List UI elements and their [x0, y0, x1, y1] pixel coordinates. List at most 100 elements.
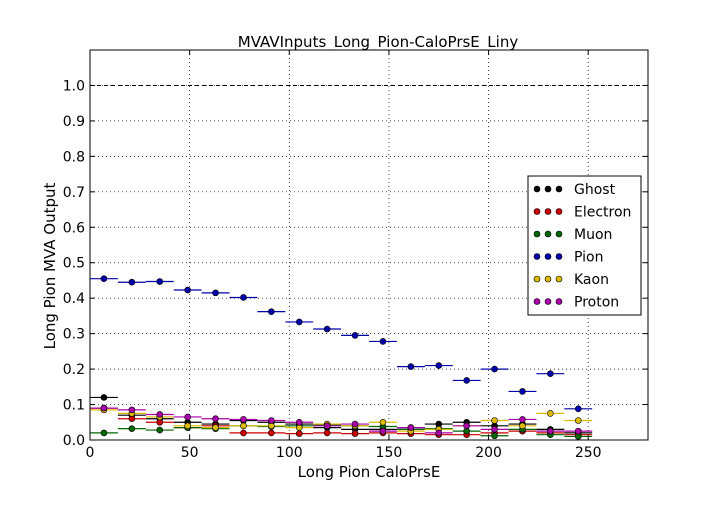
x-tick-label: 50	[181, 445, 199, 461]
data-point	[184, 422, 191, 430]
legend-box	[527, 175, 642, 316]
chart-title: MVAVInputs_Long_Pion-CaloPrsE_Liny	[238, 33, 519, 52]
data-point	[100, 429, 108, 437]
data-point	[240, 429, 247, 437]
legend-marker	[555, 185, 563, 193]
data-point	[323, 422, 331, 430]
data-point	[128, 406, 136, 414]
data-point	[351, 332, 359, 339]
data-point	[491, 432, 498, 440]
legend-marker	[544, 275, 552, 283]
data-point	[519, 388, 526, 395]
data-point	[379, 338, 387, 345]
legend-label: Ghost	[574, 182, 616, 198]
data-point	[491, 417, 498, 424]
legend-marker	[544, 208, 552, 215]
legend-item: Kaon	[533, 272, 609, 288]
data-point	[100, 275, 108, 282]
data-point	[268, 429, 275, 437]
data-point	[547, 370, 554, 378]
data-point	[463, 422, 470, 430]
data-point	[295, 430, 303, 437]
x-tick-label: 0	[86, 445, 95, 461]
data-point	[407, 424, 415, 431]
legend-marker	[544, 185, 552, 193]
data-point	[100, 394, 108, 401]
y-tick-label: 0.6	[63, 220, 85, 236]
series-proton	[90, 404, 593, 437]
y-tick-label: 0.3	[63, 327, 85, 343]
data-point	[212, 424, 219, 431]
plot-frame	[89, 49, 649, 441]
data-point	[519, 422, 526, 430]
data-point	[156, 411, 164, 418]
legend-label: Pion	[574, 250, 603, 266]
data-point	[379, 418, 387, 426]
legend-item: Pion	[533, 250, 603, 266]
y-tick-label: 0.5	[63, 256, 85, 272]
series-electron	[90, 404, 593, 438]
y-tick-label: 0.8	[63, 149, 85, 165]
series-layer	[90, 275, 593, 440]
legend-marker	[533, 275, 541, 283]
data-point	[240, 422, 247, 430]
legend-marker	[533, 230, 541, 238]
y-axis-label: Long Pion MVA Output	[41, 182, 59, 349]
data-point	[463, 377, 470, 384]
legend-marker	[555, 208, 563, 215]
data-point	[268, 417, 275, 424]
data-point	[240, 416, 247, 423]
data-point	[212, 289, 219, 297]
legend-marker	[533, 298, 541, 305]
legend-label: Muon	[574, 227, 612, 243]
data-point	[212, 415, 219, 423]
series-pion	[90, 275, 593, 413]
legend: Ghost Electron Muon Pion Kaon Proton	[527, 175, 642, 316]
legend-item: Ghost	[533, 182, 616, 198]
legend-label: Electron	[574, 205, 631, 221]
data-point	[491, 365, 498, 373]
data-point	[435, 429, 443, 437]
legend-marker	[533, 208, 541, 215]
legend-marker	[533, 185, 541, 193]
y-tick-label: 0.2	[63, 362, 85, 378]
data-point	[351, 430, 359, 437]
x-tick-label: 200	[475, 445, 502, 461]
y-tick-label: 0.1	[63, 398, 85, 414]
data-point	[295, 418, 303, 426]
data-point	[435, 362, 443, 369]
ticks: 0 50 100 150 200 250 0.0 0.1 0.2 0.3 0.4 0.5 0.6 0.7 0…	[63, 50, 648, 461]
legend-item: Proton	[533, 295, 619, 311]
legend-item: Muon	[533, 227, 612, 243]
data-point	[156, 426, 164, 434]
data-point	[268, 308, 275, 315]
legend-marker	[533, 253, 541, 260]
data-point	[379, 427, 387, 435]
x-tick-label: 100	[276, 445, 303, 461]
y-tick-label: 0.7	[63, 185, 85, 201]
data-point	[351, 420, 359, 428]
data-point	[240, 294, 247, 301]
legend-marker	[544, 298, 552, 305]
legend-marker	[555, 253, 563, 260]
data-point	[574, 427, 582, 435]
data-point	[128, 425, 136, 432]
legend-marker	[544, 230, 552, 238]
data-point	[184, 286, 191, 294]
x-axis-label: Long Pion CaloPrsE	[298, 463, 441, 481]
x-tick-label: 250	[575, 445, 602, 461]
legend-label: Proton	[574, 295, 619, 311]
data-point	[547, 410, 554, 417]
data-point	[491, 426, 498, 433]
legend-label: Kaon	[574, 272, 609, 288]
data-point	[184, 413, 191, 421]
data-point	[574, 405, 582, 413]
data-point	[100, 404, 108, 412]
data-point	[519, 416, 526, 423]
x-tick-label: 150	[376, 445, 403, 461]
data-point	[574, 417, 582, 424]
data-point	[547, 427, 554, 435]
legend-marker	[555, 230, 563, 238]
